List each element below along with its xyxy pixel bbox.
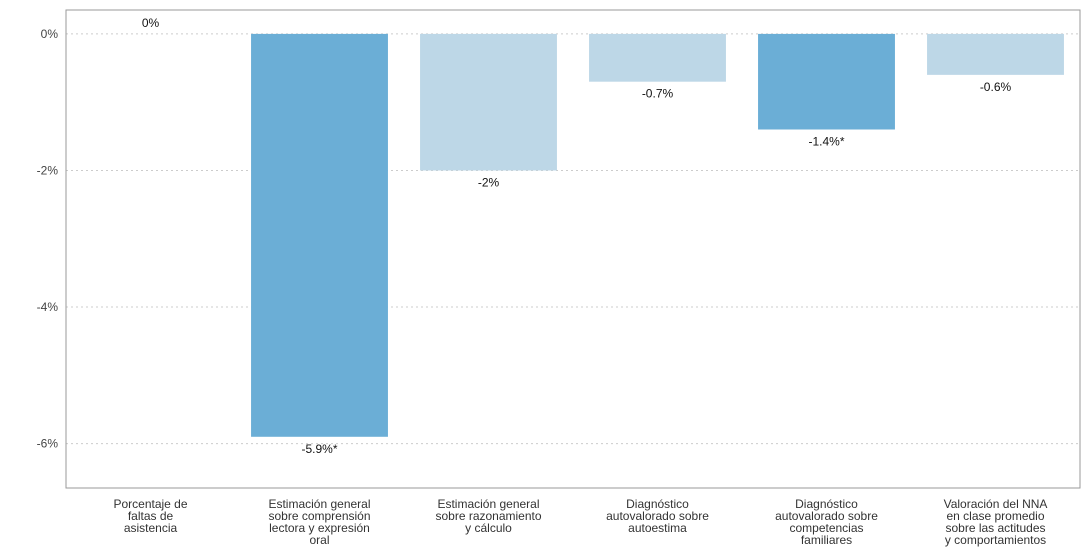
bars bbox=[251, 33, 1064, 437]
plot-border bbox=[65, 9, 1081, 489]
value-labels: 0% -5.9%* -2% -0.7% -1.4%* -0.6% bbox=[142, 16, 1012, 456]
x-tick-label: Diagnóstico autovalorado sobre competencia… bbox=[775, 497, 878, 547]
plot-frame bbox=[65, 9, 1081, 489]
bar bbox=[589, 33, 726, 82]
x-tick-label: Diagnóstico autovalorado sobre autoestima bbox=[606, 497, 709, 535]
y-tick-label: -4% bbox=[37, 300, 59, 314]
data-label: -0.7% bbox=[642, 87, 674, 101]
category-labels: Porcentaje de faltas de asistencia Estimaci… bbox=[113, 497, 1047, 547]
data-label: 0% bbox=[142, 16, 160, 30]
y-axis-ticks: 0% -2% -4% -6% bbox=[37, 27, 59, 451]
data-label: -1.4%* bbox=[808, 135, 844, 149]
y-tick-label: -2% bbox=[37, 163, 59, 177]
bar bbox=[927, 33, 1064, 75]
gridlines bbox=[66, 33, 1080, 445]
x-tick-label: Porcentaje de faltas de asistencia bbox=[113, 497, 187, 535]
y-tick-label: 0% bbox=[41, 27, 59, 41]
bar bbox=[251, 33, 388, 437]
data-label: -2% bbox=[478, 175, 500, 189]
x-tick-label: Valoración del NNA en clase promedio sobre… bbox=[944, 497, 1048, 547]
data-label: -5.9%* bbox=[301, 442, 337, 456]
bar bbox=[758, 33, 895, 130]
x-tick-label: Estimación general sobre razonamiento y cá… bbox=[435, 497, 541, 535]
bar bbox=[420, 33, 557, 171]
data-label: -0.6% bbox=[980, 80, 1012, 94]
y-tick-label: -6% bbox=[37, 437, 59, 451]
x-tick-label: Estimación general sobre comprensión lecto… bbox=[268, 497, 370, 547]
